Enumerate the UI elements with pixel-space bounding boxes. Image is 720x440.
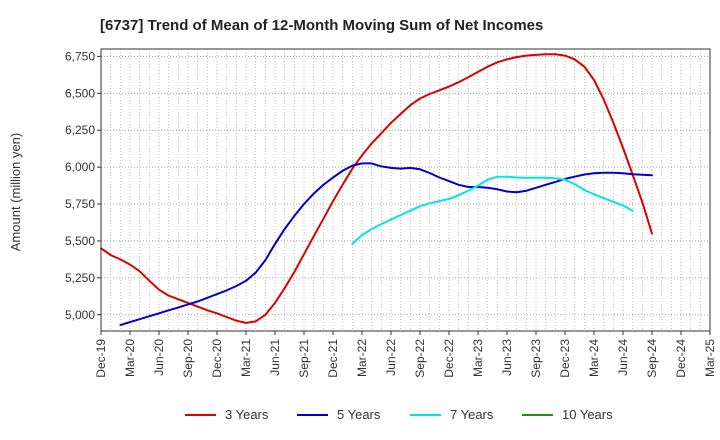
x-tick-label: Jun-20 bbox=[152, 339, 166, 376]
plot-border bbox=[100, 48, 711, 332]
x-tick-label: Jun-21 bbox=[268, 339, 282, 376]
x-tick-label: Sep-22 bbox=[413, 339, 427, 378]
x-tick-label: Dec-19 bbox=[94, 339, 108, 378]
y-tick-label: 6,500 bbox=[65, 86, 95, 100]
y-tick-label: 6,000 bbox=[65, 160, 95, 174]
chart-title: [6737] Trend of Mean of 12-Month Moving … bbox=[100, 17, 543, 34]
x-tick-label: Mar-25 bbox=[703, 339, 717, 377]
x-tick-labels: Dec-19 Mar-20 Jun-20 Sep-20 Dec-20 Mar-21 Jun-… bbox=[94, 331, 717, 378]
y-tick-label: 5,500 bbox=[65, 234, 95, 248]
x-tick-label: Dec-20 bbox=[210, 339, 224, 378]
x-tick-label: Jun-24 bbox=[616, 339, 630, 376]
x-tick-label: Sep-24 bbox=[645, 339, 659, 378]
x-tick-label: Dec-22 bbox=[442, 339, 456, 378]
y-tick-label: 5,000 bbox=[65, 308, 95, 322]
x-tick-label: Dec-21 bbox=[326, 339, 340, 378]
series-line-5-years bbox=[119, 162, 653, 327]
y-tick-label: 6,750 bbox=[65, 49, 95, 63]
grid-layer bbox=[100, 49, 710, 331]
x-tick-label: Mar-24 bbox=[587, 339, 601, 377]
legend-label: 5 Years bbox=[337, 407, 381, 422]
y-axis-label: Amount (million yen) bbox=[8, 133, 23, 252]
legend: 3 Years 5 Years 7 Years 10 Years bbox=[185, 407, 613, 422]
x-tick-label: Sep-23 bbox=[529, 339, 543, 378]
y-tick-label: 5,250 bbox=[65, 271, 95, 285]
y-tick-label: 5,750 bbox=[65, 197, 95, 211]
x-tick-label: Sep-20 bbox=[181, 339, 195, 378]
x-tick-label: Dec-24 bbox=[674, 339, 688, 378]
x-tick-label: Mar-22 bbox=[355, 339, 369, 377]
x-tick-label: Jun-22 bbox=[384, 339, 398, 376]
x-tick-label: Jun-23 bbox=[500, 339, 514, 376]
x-tick-label: Mar-21 bbox=[239, 339, 253, 377]
x-tick-label: Sep-21 bbox=[297, 339, 311, 378]
x-tick-label: Mar-20 bbox=[123, 339, 137, 377]
legend-label: 10 Years bbox=[562, 407, 613, 422]
y-tick-label: 6,250 bbox=[65, 123, 95, 137]
x-tick-label: Mar-23 bbox=[471, 339, 485, 377]
legend-label: 3 Years bbox=[225, 407, 269, 422]
plot-frame bbox=[100, 48, 711, 332]
series-layer bbox=[100, 53, 653, 327]
legend-label: 7 Years bbox=[450, 407, 494, 422]
x-tick-label: Dec-23 bbox=[558, 339, 572, 378]
y-tick-labels: 5,000 5,250 5,500 5,750 6,000 6,250 6,500 6,750 bbox=[65, 49, 101, 322]
series-line-7-years bbox=[351, 175, 634, 245]
series-line-3-years bbox=[100, 53, 653, 324]
